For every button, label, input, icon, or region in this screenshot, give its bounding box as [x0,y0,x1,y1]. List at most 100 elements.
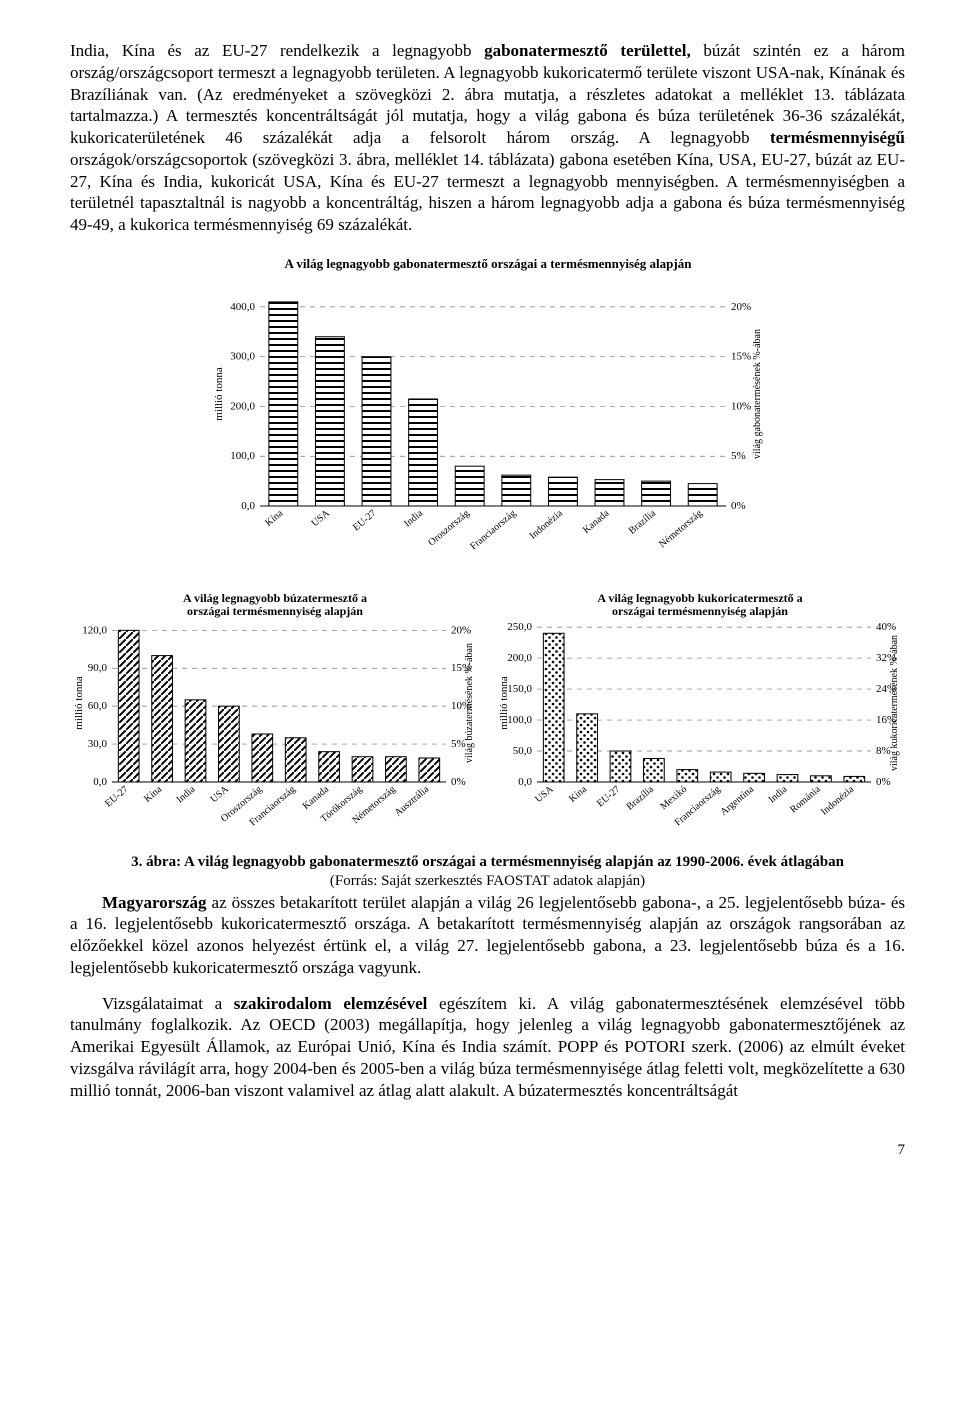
chart-title: A világ legnagyobb kukoricatermesztő a [597,591,802,605]
x-tick-label: USA [208,783,231,805]
paragraph-1: India, Kína és az EU-27 rendelkezik a le… [70,40,905,236]
x-tick-label: Brazília [625,783,657,812]
y2-tick-label: 5% [731,450,746,462]
chart-title: országai termésmennyiség alapján [187,604,363,618]
x-tick-label: Kanada [301,783,332,811]
y-axis-label: millió tonna [213,367,225,421]
y-tick-label: 0,0 [518,776,532,788]
y-tick-label: 0,0 [93,776,107,788]
y2-axis-label: világ búzatermésének %-ában [464,643,475,763]
bar [844,776,865,782]
y2-tick-label: 15% [731,350,751,362]
bar [688,483,717,505]
paragraph-2: Magyarország az összes betakarított terü… [70,892,905,979]
bar [577,713,598,781]
bar [595,479,624,505]
chart-wheat: A világ legnagyobb búzatermesztő aország… [70,590,480,846]
bar [315,337,344,506]
y-tick-label: 150,0 [507,683,532,695]
y-tick-label: 50,0 [513,745,533,757]
x-tick-label: Németország [657,508,704,550]
x-tick-label: Brazília [626,507,658,536]
x-tick-label: Argentína [718,783,756,817]
y2-tick-label: 20% [731,301,751,313]
y2-tick-label: 0% [876,776,891,788]
bar [362,356,391,505]
y-axis-label: millió tonna [498,676,510,730]
bar [677,769,698,781]
x-tick-label: Oroszország [426,508,471,549]
x-tick-label: Kanada [580,507,611,535]
y2-tick-label: 40% [876,621,896,633]
chart-maize: A világ legnagyobb kukoricatermesztő aor… [495,590,905,846]
bar [118,630,139,782]
y-tick-label: 60,0 [88,700,108,712]
bar [543,633,564,782]
y2-tick-label: 0% [451,776,466,788]
bar [386,756,407,781]
y-tick-label: 0,0 [241,500,255,512]
x-tick-label: India [767,783,790,805]
bar [548,477,577,506]
bar [455,466,484,506]
x-tick-label: India [175,783,198,805]
bar [641,481,670,506]
bar [419,757,440,781]
y-tick-label: 100,0 [507,714,532,726]
x-tick-label: Franciaország [468,508,518,552]
bar [811,775,832,781]
bar [285,737,306,781]
x-tick-label: Kína [567,783,589,804]
y2-tick-label: 20% [451,624,471,636]
x-tick-label: Indonézia [527,507,565,541]
x-tick-label: EU-27 [350,508,378,534]
bar [352,756,373,781]
bar [610,751,631,782]
bar [219,706,240,782]
chart-cereal: A világ legnagyobb gabonatermesztő orszá… [208,254,768,570]
y2-axis-label: világ kukoricatermésének %-ában [889,634,900,770]
x-tick-label: Ausztrália [393,783,432,818]
x-tick-label: EU-27 [595,783,623,809]
y2-axis-label: világ gabonatermésének %-ában [752,329,763,459]
y-tick-label: 90,0 [88,662,108,674]
x-tick-label: India [402,507,425,529]
chart-title: A világ legnagyobb búzatermesztő a [183,591,367,605]
page-number: 7 [70,1141,905,1160]
chart-title: országai termésmennyiség alapján [612,604,788,618]
y-tick-label: 30,0 [88,738,108,750]
bar [744,773,765,782]
bar [777,774,798,781]
figure-caption: 3. ábra: A világ legnagyobb gabonatermes… [70,853,905,891]
x-tick-label: Kína [142,783,164,804]
x-tick-label: EU-27 [103,783,131,809]
y-tick-label: 250,0 [507,621,532,633]
y-tick-label: 100,0 [230,450,255,462]
y-tick-label: 300,0 [230,350,255,362]
y-tick-label: 400,0 [230,301,255,313]
x-tick-label: Románia [788,783,823,815]
bar [268,302,297,506]
bar [319,751,340,781]
x-tick-label: USA [309,507,332,529]
bar [152,655,173,781]
bar [501,475,530,506]
y-tick-label: 200,0 [230,400,255,412]
y2-tick-label: 0% [731,500,746,512]
caption-sub: (Forrás: Saját szerkesztés FAOSTAT adato… [330,873,645,889]
chart-title: A világ legnagyobb gabonatermesztő orszá… [284,256,692,271]
bar [252,733,273,781]
y-tick-label: 200,0 [507,652,532,664]
x-tick-label: Kína [263,507,285,528]
x-tick-label: USA [533,783,556,805]
bar [710,772,731,782]
bar [185,699,206,781]
y-tick-label: 120,0 [82,624,107,636]
paragraph-3: Vizsgálataimat a szakirodalom elemzéséve… [70,993,905,1102]
y2-tick-label: 10% [731,400,751,412]
bar [408,399,437,506]
caption-main: 3. ábra: A világ legnagyobb gabonatermes… [131,854,844,870]
bar [644,758,665,782]
x-tick-label: Indonézia [819,783,857,817]
x-tick-label: Mexikó [658,783,689,811]
